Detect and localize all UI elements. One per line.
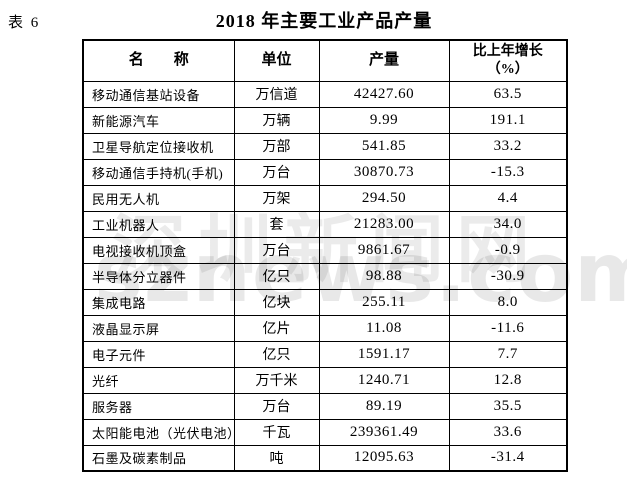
- table-header-row: 名 称 单位 产量 比上年增长 （%）: [82, 39, 568, 82]
- unit-cell: 亿块: [233, 288, 320, 316]
- growth-value-cell: 4.4: [448, 184, 568, 212]
- column-header-growth-line1: 比上年增长: [472, 44, 543, 60]
- column-header-output: 产量: [318, 39, 450, 82]
- product-name-cell: 电子元件: [82, 340, 235, 368]
- product-name-cell: 电视接收机顶盒: [82, 236, 235, 264]
- output-value-cell: 12095.63: [318, 444, 450, 472]
- product-name-cell: 光纤: [82, 366, 235, 394]
- growth-value-cell: 191.1: [448, 106, 568, 134]
- output-value-cell: 239361.49: [318, 418, 450, 446]
- table-row: 服务器 万台 89.19 35.5: [82, 392, 568, 420]
- growth-value-cell: 33.2: [448, 132, 568, 160]
- growth-value-cell: 35.5: [448, 392, 568, 420]
- product-name-cell: 半导体分立器件: [82, 262, 235, 290]
- growth-value-cell: -31.4: [448, 444, 568, 472]
- output-value-cell: 98.88: [318, 262, 450, 290]
- output-value-cell: 11.08: [318, 314, 450, 342]
- column-header-growth: 比上年增长 （%）: [448, 39, 568, 82]
- unit-cell: 吨: [233, 444, 320, 472]
- product-name-cell: 新能源汽车: [82, 106, 235, 134]
- output-value-cell: 9.99: [318, 106, 450, 134]
- table-row: 液晶显示屏 亿片 11.08 -11.6: [82, 314, 568, 342]
- product-name-cell: 工业机器人: [82, 210, 235, 238]
- table-row: 集成电路 亿块 255.11 8.0: [82, 288, 568, 316]
- unit-cell: 千瓦: [233, 418, 320, 446]
- table-row: 电子元件 亿只 1591.17 7.7: [82, 340, 568, 368]
- output-value-cell: 30870.73: [318, 158, 450, 186]
- industrial-products-table: 名 称 单位 产量 比上年增长 （%） 移动通信基站设备 万信道 42427.6…: [82, 39, 568, 472]
- unit-cell: 万台: [233, 158, 320, 186]
- table-row: 民用无人机 万架 294.50 4.4: [82, 184, 568, 212]
- growth-value-cell: 33.6: [448, 418, 568, 446]
- unit-cell: 亿只: [233, 262, 320, 290]
- growth-value-cell: 34.0: [448, 210, 568, 238]
- product-name-cell: 服务器: [82, 392, 235, 420]
- output-value-cell: 1591.17: [318, 340, 450, 368]
- table-row: 石墨及碳素制品 吨 12095.63 -31.4: [82, 444, 568, 472]
- product-name-cell: 移动通信基站设备: [82, 80, 235, 108]
- growth-value-cell: -11.6: [448, 314, 568, 342]
- product-name-cell: 集成电路: [82, 288, 235, 316]
- product-name-cell: 民用无人机: [82, 184, 235, 212]
- output-value-cell: 294.50: [318, 184, 450, 212]
- unit-cell: 万台: [233, 392, 320, 420]
- output-value-cell: 541.85: [318, 132, 450, 160]
- product-name-cell: 液晶显示屏: [82, 314, 235, 342]
- table-row: 半导体分立器件 亿只 98.88 -30.9: [82, 262, 568, 290]
- unit-cell: 万信道: [233, 80, 320, 108]
- table-number-label: 表 6: [8, 15, 41, 31]
- growth-value-cell: 12.8: [448, 366, 568, 394]
- growth-value-cell: 7.7: [448, 340, 568, 368]
- table-row: 太阳能电池（光伏电池） 千瓦 239361.49 33.6: [82, 418, 568, 446]
- table-body: 移动通信基站设备 万信道 42427.60 63.5 新能源汽车 万辆 9.99…: [82, 80, 568, 472]
- table-row: 光纤 万千米 1240.71 12.8: [82, 366, 568, 394]
- product-name-cell: 太阳能电池（光伏电池）: [82, 418, 235, 446]
- growth-value-cell: -15.3: [448, 158, 568, 186]
- output-value-cell: 255.11: [318, 288, 450, 316]
- unit-cell: 亿只: [233, 340, 320, 368]
- column-header-unit: 单位: [233, 39, 320, 82]
- output-value-cell: 89.19: [318, 392, 450, 420]
- table-row: 移动通信手持机(手机) 万台 30870.73 -15.3: [82, 158, 568, 186]
- growth-value-cell: 63.5: [448, 80, 568, 108]
- unit-cell: 万辆: [233, 106, 320, 134]
- unit-cell: 亿片: [233, 314, 320, 342]
- column-header-name: 名 称: [82, 39, 235, 82]
- growth-value-cell: 8.0: [448, 288, 568, 316]
- unit-cell: 万台: [233, 236, 320, 264]
- product-name-cell: 石墨及碳素制品: [82, 444, 235, 472]
- unit-cell: 万架: [233, 184, 320, 212]
- output-value-cell: 9861.67: [318, 236, 450, 264]
- unit-cell: 套: [233, 210, 320, 238]
- product-name-cell: 移动通信手持机(手机): [82, 158, 235, 186]
- unit-cell: 万部: [233, 132, 320, 160]
- page-title: 2018 年主要工业产品产量: [215, 11, 433, 31]
- table-row: 卫星导航定位接收机 万部 541.85 33.2: [82, 132, 568, 160]
- output-value-cell: 42427.60: [318, 80, 450, 108]
- column-header-growth-line2: （%）: [486, 61, 529, 77]
- growth-value-cell: -0.9: [448, 236, 568, 264]
- output-value-cell: 1240.71: [318, 366, 450, 394]
- table-row: 电视接收机顶盒 万台 9861.67 -0.9: [82, 236, 568, 264]
- product-name-cell: 卫星导航定位接收机: [82, 132, 235, 160]
- unit-cell: 万千米: [233, 366, 320, 394]
- table-row: 新能源汽车 万辆 9.99 191.1: [82, 106, 568, 134]
- table-row: 工业机器人 套 21283.00 34.0: [82, 210, 568, 238]
- output-value-cell: 21283.00: [318, 210, 450, 238]
- table-row: 移动通信基站设备 万信道 42427.60 63.5: [82, 80, 568, 108]
- growth-value-cell: -30.9: [448, 262, 568, 290]
